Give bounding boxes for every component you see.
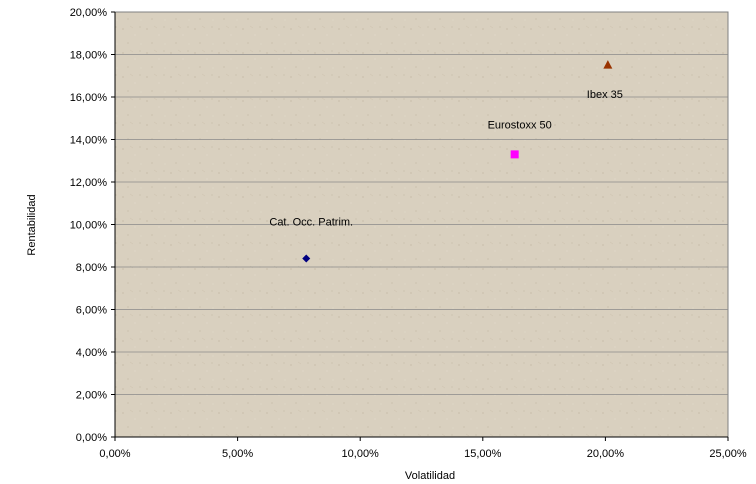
x-tick-label: 15,00% <box>464 448 502 460</box>
y-tick-label: 8,00% <box>76 262 107 274</box>
data-label: Ibex 35 <box>587 89 623 101</box>
point-labels: Cat. Occ. Patrim. Eurostoxx 50 Ibex 35 <box>269 89 623 228</box>
x-tick-label: 5,00% <box>222 448 253 460</box>
y-axis-ticks: 0,00% 2,00% 4,00% 6,00% 8,00% 10,00% 12,00% 14,… <box>70 7 115 444</box>
data-point-square <box>510 150 519 159</box>
y-tick-label: 6,00% <box>76 305 107 317</box>
x-tick-label: 25,00% <box>709 448 747 460</box>
data-label: Cat. Occ. Patrim. <box>269 217 353 229</box>
y-tick-label: 0,00% <box>76 432 107 444</box>
x-axis-ticks: 0,00% 5,00% 10,00% 15,00% 20,00% 25,00% <box>99 437 747 460</box>
gridlines <box>115 54 728 395</box>
x-axis-title: Volatilidad <box>405 470 455 482</box>
y-tick-label: 16,00% <box>70 92 108 104</box>
data-label: Eurostoxx 50 <box>488 119 552 131</box>
y-tick-label: 12,00% <box>70 177 108 189</box>
y-tick-label: 10,00% <box>70 220 108 232</box>
y-tick-label: 18,00% <box>70 50 108 62</box>
x-tick-label: 10,00% <box>342 448 380 460</box>
y-tick-label: 20,00% <box>70 7 108 19</box>
y-tick-label: 2,00% <box>76 390 107 402</box>
data-point-diamond <box>302 254 311 263</box>
y-tick-label: 14,00% <box>70 135 108 147</box>
x-tick-label: 0,00% <box>99 448 130 460</box>
y-axis-title: Rentabilidad <box>26 194 38 255</box>
data-point-triangle <box>603 60 613 69</box>
y-tick-label: 4,00% <box>76 347 107 359</box>
x-tick-label: 20,00% <box>587 448 625 460</box>
data-points <box>302 60 613 263</box>
